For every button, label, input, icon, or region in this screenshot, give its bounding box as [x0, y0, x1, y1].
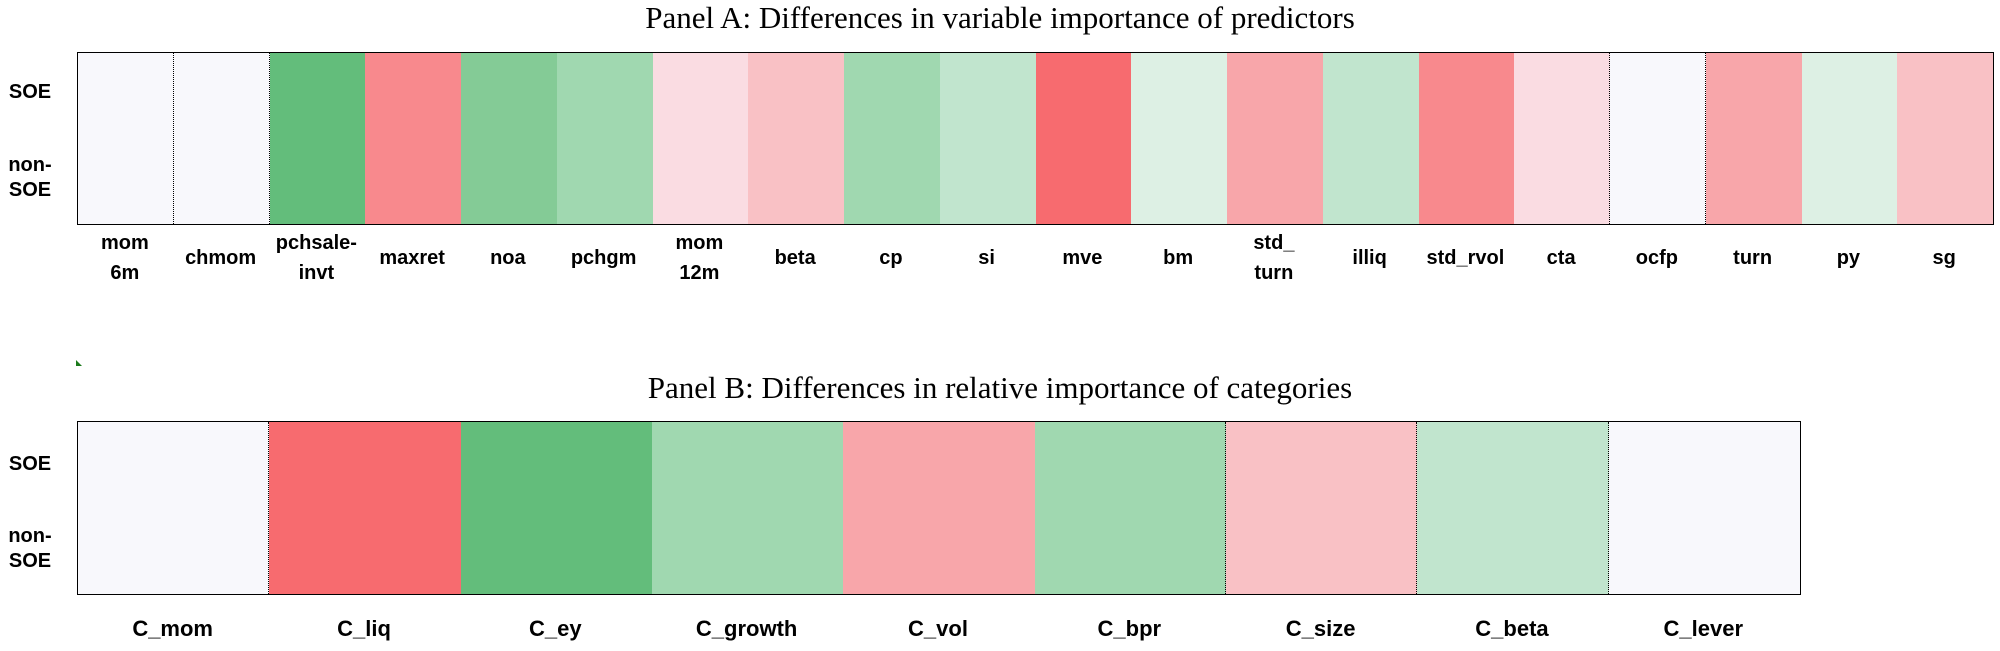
panel-a-cell-std-rvol: [1418, 53, 1515, 224]
panel-b-label-c-beta: C_beta: [1475, 616, 1549, 641]
panel-a-cell-si: [939, 53, 1036, 224]
panel-b-label-c-bpr: C_bpr: [1097, 616, 1162, 641]
panel-b-cell-c-bpr: [1034, 422, 1226, 594]
panel-a-cell-pchgm: [556, 53, 653, 224]
panel-b-title: Panel B: Differences in relative importa…: [647, 370, 1353, 405]
panel-a-label-noa: noa: [490, 247, 526, 269]
panel-a-label-si: si: [978, 247, 995, 269]
panel-a-label-maxret: maxret: [379, 247, 445, 269]
panel-a-label-pchgm: pchgm: [570, 247, 637, 269]
panel-a-title: Panel A: Differences in variable importa…: [645, 0, 1355, 35]
panel-a-label-cta: cta: [1546, 247, 1576, 269]
panel-a-cell-mom6m: [78, 53, 174, 224]
panel-a-row-label-non-soe: non- SOE: [8, 154, 52, 201]
panel-b-cell-c-mom: [78, 422, 270, 594]
panel-a-cell-cp: [844, 53, 940, 224]
panel-a-label-mve: mve: [1062, 247, 1103, 269]
panel-a-column-labels: mom 6m chmom pchsale- invt maxret noa pchgm mo…: [77, 228, 1994, 288]
panel-b-cell-c-growth: [651, 422, 844, 594]
panel-a-cell-mom12m: [652, 53, 749, 224]
panel-a-cell-illiq: [1322, 53, 1419, 224]
panel-a-cell-beta: [748, 53, 844, 224]
panel-a-cell-ocfp: [1610, 53, 1706, 224]
panel-b-column-labels: C_mom C_liq C_ey C_growth C_vol C_bpr C_size C_…: [77, 610, 1801, 648]
panel-a-cell-noa: [461, 53, 557, 224]
panel-a-label-ocfp: ocfp: [1635, 247, 1678, 269]
panel-a-label-std-turn: std_ turn: [1253, 232, 1295, 284]
panel-a-label-py: py: [1836, 247, 1861, 269]
corner-mark-icon: [76, 360, 82, 366]
panel-a-heatmap: [77, 52, 1994, 225]
panel-a-cell-turn: [1705, 53, 1802, 224]
panel-b-label-c-lever: C_lever: [1663, 616, 1744, 641]
panel-a-label-std-rvol: std_rvol: [1426, 247, 1505, 269]
panel-a-cell-bm: [1131, 53, 1227, 224]
panel-a-cell-mve: [1035, 53, 1132, 224]
panel-b-label-c-vol: C_vol: [908, 616, 968, 641]
panel-a-row-label-soe: SOE: [8, 81, 52, 103]
panel-b-cell-c-size: [1225, 422, 1418, 594]
panel-b-cell-c-vol: [843, 422, 1035, 594]
panel-a-label-sg: sg: [1932, 247, 1956, 269]
panel-b-label-c-liq: C_liq: [337, 616, 391, 641]
panel-a-cell-std-turn: [1227, 53, 1323, 224]
panel-a-label-beta: beta: [774, 247, 816, 269]
panel-b-cell-c-beta: [1417, 422, 1609, 594]
panel-b-label-c-size: C_size: [1285, 616, 1356, 641]
panel-b-cell-c-liq: [269, 422, 461, 594]
panel-a-cell-maxret: [365, 53, 461, 224]
panel-a-label-illiq: illiq: [1352, 247, 1387, 269]
panel-b-row-label-soe: SOE: [8, 453, 52, 475]
panel-a-label-bm: bm: [1163, 247, 1194, 269]
panel-b-cell-c-lever: [1608, 422, 1800, 594]
panel-b-label-c-growth: C_growth: [695, 616, 798, 641]
panel-a-cell-cta: [1514, 53, 1610, 224]
panel-b-heatmap: [77, 421, 1801, 595]
panel-a-label-turn: turn: [1733, 247, 1773, 269]
panel-b-label-c-ey: C_ey: [529, 616, 582, 641]
panel-a-cell-py: [1801, 53, 1898, 224]
panel-a-label-mom12m: mom 12m: [675, 232, 724, 284]
panel-a-cell-pchsale-invt: [269, 53, 366, 224]
panel-a-cell-sg: [1897, 53, 1993, 224]
panel-b-label-c-mom: C_mom: [132, 616, 213, 641]
panel-a-label-pchsale-invt: pchsale- invt: [275, 232, 357, 284]
panel-b-row-label-non-soe: non- SOE: [8, 525, 52, 572]
panel-a-label-cp: cp: [879, 247, 903, 269]
panel-a-label-mom6m: mom 6m: [100, 232, 149, 284]
panel-a-label-chmom: chmom: [185, 247, 257, 269]
panel-b-cell-c-ey: [460, 422, 652, 594]
panel-a-cell-chmom: [173, 53, 270, 224]
